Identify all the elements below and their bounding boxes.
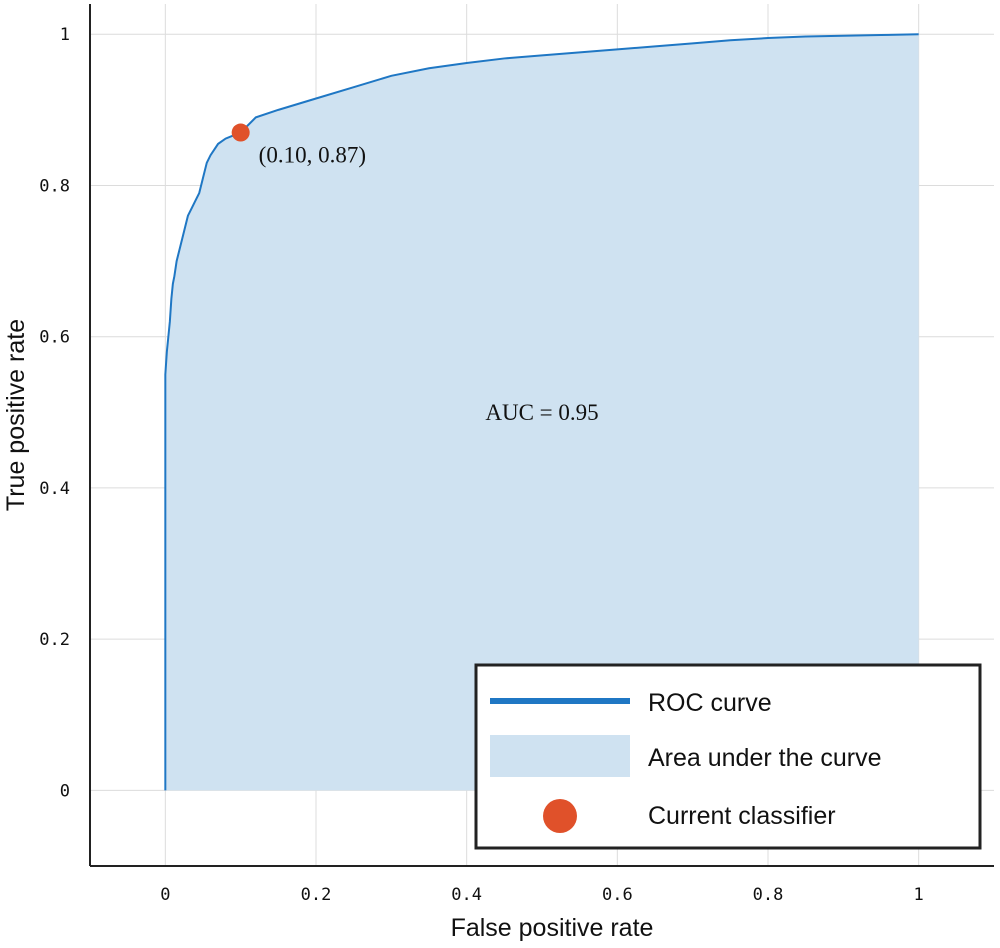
y-tick-label: 0.6 (39, 328, 70, 348)
x-tick-label: 0.4 (451, 885, 482, 905)
legend-swatch-current-classifier (543, 799, 577, 833)
legend-label-current-classifier: Current classifier (648, 802, 836, 830)
y-tick-label: 1 (60, 25, 70, 45)
y-tick-label: 0.8 (39, 176, 70, 196)
y-tick-labels: 0 0.2 0.4 0.6 0.8 1 (39, 25, 70, 801)
y-tick-label: 0 (60, 781, 70, 801)
legend-label-area: Area under the curve (648, 744, 881, 772)
current-classifier-point (231, 123, 250, 142)
y-axis-title: True positive rate (2, 319, 30, 511)
legend-label-roc-curve: ROC curve (648, 689, 772, 717)
legend-swatch-area (490, 735, 630, 777)
x-tick-label: 0 (160, 885, 170, 905)
x-axis-title: False positive rate (451, 914, 654, 942)
current-classifier-label: (0.10, 0.87) (259, 143, 366, 168)
x-tick-label: 1 (914, 885, 924, 905)
x-tick-label: 0.2 (301, 885, 332, 905)
area-under-curve (165, 34, 919, 791)
x-tick-label: 0.6 (602, 885, 633, 905)
x-tick-labels: 0 0.2 0.4 0.6 0.8 1 (160, 885, 924, 905)
y-tick-label: 0.2 (39, 630, 70, 650)
auc-annotation: AUC = 0.95 (485, 400, 598, 425)
y-tick-label: 0.4 (39, 479, 70, 499)
axes (89, 4, 994, 867)
x-tick-label: 0.8 (753, 885, 784, 905)
legend: ROC curve Area under the curve Current c… (474, 663, 982, 850)
